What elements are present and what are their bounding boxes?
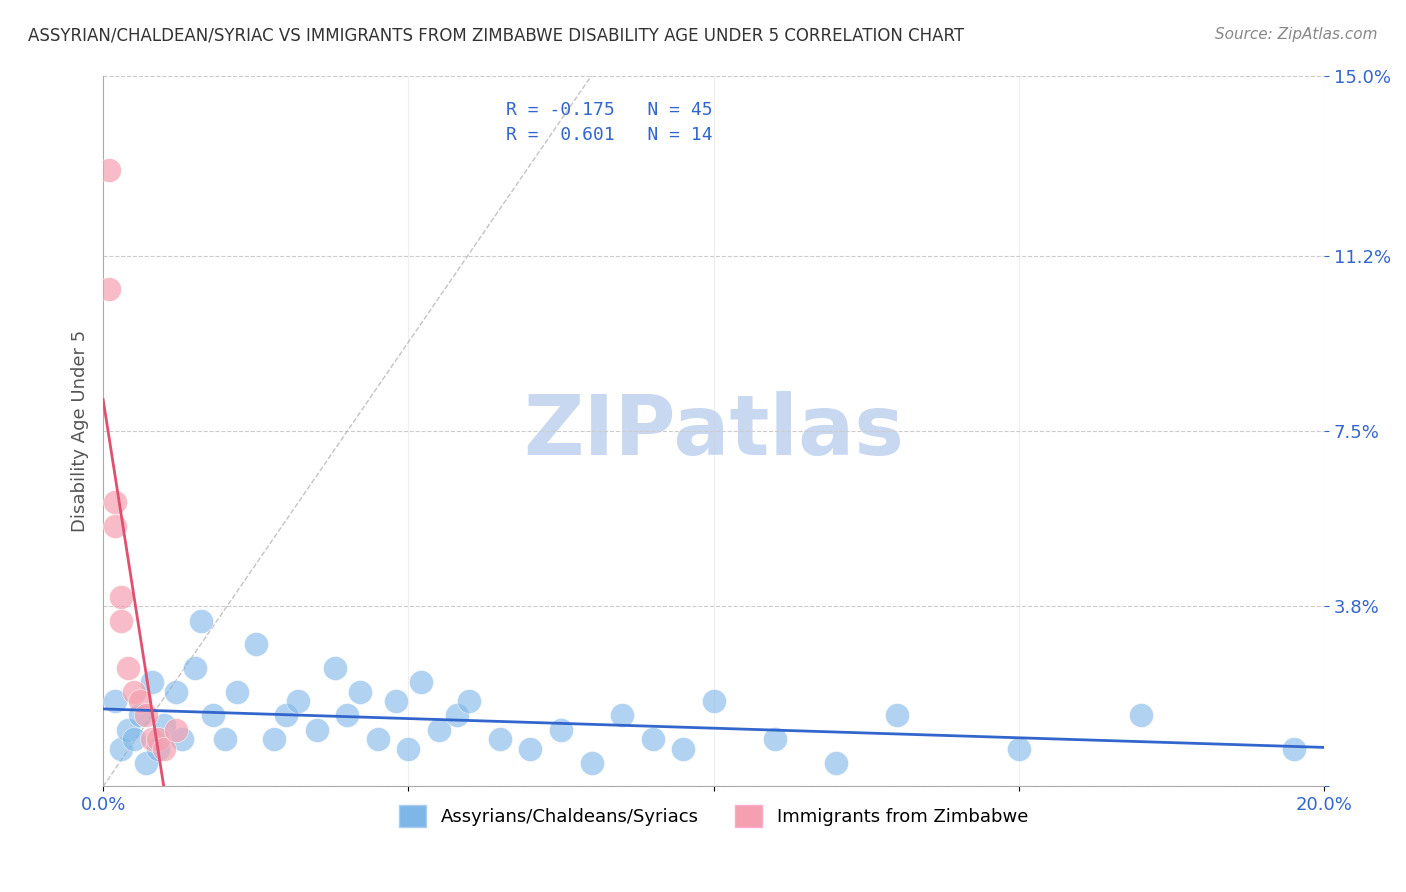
Point xyxy=(263,732,285,747)
Point xyxy=(409,675,432,690)
Point xyxy=(104,694,127,708)
Point xyxy=(110,590,132,604)
Point xyxy=(117,661,139,675)
Text: Source: ZipAtlas.com: Source: ZipAtlas.com xyxy=(1215,27,1378,42)
Point xyxy=(153,718,176,732)
Point xyxy=(427,723,450,737)
Point xyxy=(214,732,236,747)
Point xyxy=(98,282,121,296)
Point xyxy=(117,723,139,737)
Point xyxy=(349,684,371,698)
Point xyxy=(146,732,169,747)
Point xyxy=(287,694,309,708)
Point xyxy=(610,708,633,723)
Point xyxy=(135,756,157,770)
Point xyxy=(98,163,121,178)
Point xyxy=(581,756,603,770)
Point xyxy=(146,741,169,756)
Point xyxy=(550,723,572,737)
Point xyxy=(153,741,176,756)
Text: ASSYRIAN/CHALDEAN/SYRIAC VS IMMIGRANTS FROM ZIMBABWE DISABILITY AGE UNDER 5 CORR: ASSYRIAN/CHALDEAN/SYRIAC VS IMMIGRANTS F… xyxy=(28,27,965,45)
Text: R = -0.175   N = 45: R = -0.175 N = 45 xyxy=(506,101,713,119)
Point xyxy=(446,708,468,723)
Point xyxy=(1008,741,1031,756)
Point xyxy=(1282,741,1305,756)
Point xyxy=(489,732,512,747)
Point xyxy=(128,694,150,708)
Text: R =  0.601   N = 14: R = 0.601 N = 14 xyxy=(506,126,713,144)
Point xyxy=(226,684,249,698)
Point xyxy=(141,675,163,690)
Point xyxy=(367,732,389,747)
Point xyxy=(135,708,157,723)
Point xyxy=(396,741,419,756)
Point xyxy=(519,741,541,756)
Point xyxy=(172,732,194,747)
Point xyxy=(385,694,408,708)
Y-axis label: Disability Age Under 5: Disability Age Under 5 xyxy=(72,330,89,533)
Text: ZIPatlas: ZIPatlas xyxy=(523,391,904,472)
Point xyxy=(190,614,212,628)
Point xyxy=(104,518,127,533)
Point xyxy=(165,684,187,698)
Point xyxy=(110,614,132,628)
Point xyxy=(323,661,346,675)
Point xyxy=(104,495,127,509)
Point xyxy=(1130,708,1153,723)
Legend: Assyrians/Chaldeans/Syriacs, Immigrants from Zimbabwe: Assyrians/Chaldeans/Syriacs, Immigrants … xyxy=(392,797,1035,834)
Point xyxy=(641,732,664,747)
Point xyxy=(245,637,267,651)
Point xyxy=(763,732,786,747)
Point xyxy=(824,756,846,770)
Point xyxy=(202,708,225,723)
Point xyxy=(122,732,145,747)
Point xyxy=(165,723,187,737)
Point xyxy=(276,708,298,723)
Point xyxy=(305,723,328,737)
Point xyxy=(336,708,359,723)
Point xyxy=(672,741,695,756)
Point xyxy=(128,708,150,723)
Point xyxy=(110,741,132,756)
Point xyxy=(141,732,163,747)
Point xyxy=(886,708,908,723)
Point xyxy=(458,694,481,708)
Point xyxy=(183,661,205,675)
Point xyxy=(122,684,145,698)
Point xyxy=(703,694,725,708)
